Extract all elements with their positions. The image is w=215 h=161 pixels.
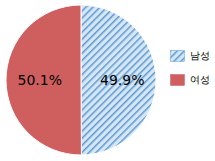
- html-text:남성: 남성: [190, 50, 210, 61]
- svg-text:50.1%: 50.1%: [18, 72, 62, 88]
- svg-text:49.9%: 49.9%: [100, 72, 144, 88]
- html-text:여성: 여성: [190, 74, 210, 85]
